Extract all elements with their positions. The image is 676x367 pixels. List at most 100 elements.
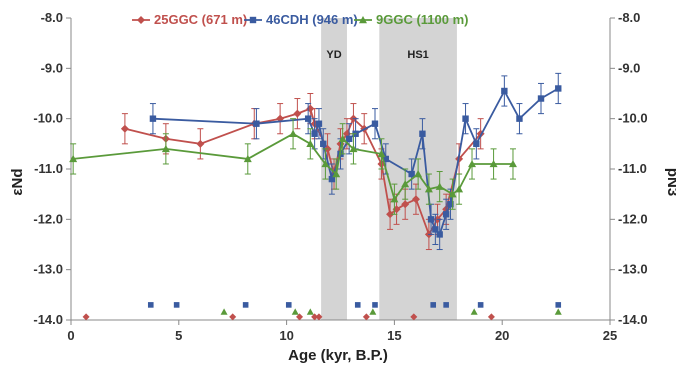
data-point bbox=[508, 159, 517, 168]
y-tick-label-left: -12.0 bbox=[33, 211, 63, 226]
data-point bbox=[253, 120, 260, 127]
data-point bbox=[311, 130, 318, 137]
data-point bbox=[554, 308, 562, 315]
data-point bbox=[411, 195, 420, 204]
y-tick-label-left: -10.0 bbox=[33, 111, 63, 126]
data-point bbox=[328, 175, 336, 183]
x-tick-label: 10 bbox=[279, 328, 293, 343]
y-tick-label-right: -12.0 bbox=[618, 211, 648, 226]
data-point bbox=[220, 308, 228, 315]
data-point bbox=[430, 302, 437, 308]
data-point bbox=[149, 115, 157, 122]
data-point bbox=[377, 149, 386, 158]
data-point bbox=[414, 170, 423, 178]
y-axis-label-right: pN3 bbox=[664, 168, 676, 196]
interval-label: HS1 bbox=[407, 49, 428, 61]
data-point bbox=[419, 130, 426, 137]
data-point bbox=[462, 115, 469, 122]
y-tick-label-left: -9.0 bbox=[41, 60, 63, 75]
data-point bbox=[285, 302, 292, 308]
data-point bbox=[349, 144, 358, 153]
data-point bbox=[435, 182, 444, 190]
data-point bbox=[242, 302, 249, 308]
data-point bbox=[555, 302, 562, 308]
data-point bbox=[315, 120, 323, 127]
data-point bbox=[306, 308, 314, 315]
x-tick-label: 5 bbox=[175, 328, 182, 343]
data-point bbox=[249, 16, 257, 24]
data-point bbox=[229, 313, 237, 321]
data-point bbox=[332, 170, 341, 178]
data-point bbox=[537, 95, 545, 102]
interval-label: YD bbox=[326, 49, 341, 61]
data-point bbox=[291, 308, 299, 315]
data-point bbox=[401, 180, 410, 188]
x-axis-label: Age (kyr, B.P.) bbox=[288, 347, 388, 364]
data-point bbox=[372, 302, 378, 308]
data-point bbox=[362, 313, 370, 321]
data-point bbox=[408, 170, 415, 178]
data-point bbox=[196, 139, 205, 148]
legend-label: 25GGC (671 m) bbox=[154, 12, 247, 27]
series-2 bbox=[69, 118, 562, 315]
data-point bbox=[487, 313, 495, 321]
legend-label: 46CDH (946 m) bbox=[266, 12, 358, 27]
data-point bbox=[315, 313, 323, 321]
data-point bbox=[243, 154, 252, 163]
data-point bbox=[359, 16, 367, 24]
data-point bbox=[354, 302, 361, 308]
data-point bbox=[369, 308, 377, 315]
data-point bbox=[173, 302, 180, 308]
data-point bbox=[371, 120, 379, 127]
data-point bbox=[311, 313, 319, 321]
data-point bbox=[443, 302, 449, 308]
data-point bbox=[161, 144, 170, 153]
y-tick-label-right: -14.0 bbox=[618, 312, 648, 327]
data-point bbox=[338, 134, 347, 142]
data-point bbox=[477, 302, 484, 308]
data-point bbox=[390, 195, 399, 203]
data-point bbox=[382, 155, 389, 163]
x-tick-label: 0 bbox=[67, 328, 74, 343]
series-layer bbox=[69, 72, 562, 321]
y-tick-label-right: -9.0 bbox=[618, 60, 640, 75]
data-point bbox=[320, 140, 327, 148]
data-point bbox=[386, 210, 395, 219]
data-point bbox=[468, 159, 477, 168]
data-point bbox=[432, 226, 439, 233]
data-point bbox=[306, 104, 315, 113]
data-point bbox=[427, 216, 435, 223]
y-tick-label-left: -14.0 bbox=[33, 312, 63, 327]
data-point bbox=[447, 201, 454, 208]
y-tick-label-left: -11.0 bbox=[34, 161, 63, 176]
y-axis-label-left: εNd bbox=[9, 168, 26, 195]
data-point bbox=[321, 159, 330, 168]
x-tick-label: 25 bbox=[603, 328, 617, 343]
data-point bbox=[424, 185, 433, 193]
data-point bbox=[410, 313, 418, 321]
legend-label: 9GGC (1100 m) bbox=[376, 12, 469, 27]
data-point bbox=[147, 302, 154, 308]
data-point bbox=[289, 129, 298, 137]
data-point bbox=[401, 200, 410, 209]
data-point bbox=[489, 159, 498, 168]
legend: 25GGC (671 m) 46CDH (946 m) 9GGC (1100 m) bbox=[132, 12, 469, 27]
data-point bbox=[455, 185, 464, 193]
data-point bbox=[293, 109, 302, 118]
data-point bbox=[473, 140, 480, 148]
x-tick-label: 15 bbox=[387, 328, 401, 343]
data-point bbox=[448, 190, 457, 198]
data-point bbox=[137, 16, 145, 24]
data-point bbox=[470, 308, 478, 315]
data-point bbox=[120, 124, 129, 133]
series-line bbox=[152, 87, 559, 237]
axes: 0 5 10 15 20 25 -8.0 -8.0 -9.0 -9.0 -10.0 -10.0 -11.… bbox=[33, 10, 647, 343]
y-tick-label-left: -13.0 bbox=[33, 262, 63, 277]
y-tick-label-right: -11.0 bbox=[618, 161, 647, 176]
data-point bbox=[345, 135, 353, 142]
x-tick-label: 20 bbox=[495, 328, 509, 343]
data-point bbox=[306, 139, 315, 148]
data-point bbox=[304, 115, 312, 122]
y-tick-label-left: -8.0 bbox=[41, 10, 63, 25]
